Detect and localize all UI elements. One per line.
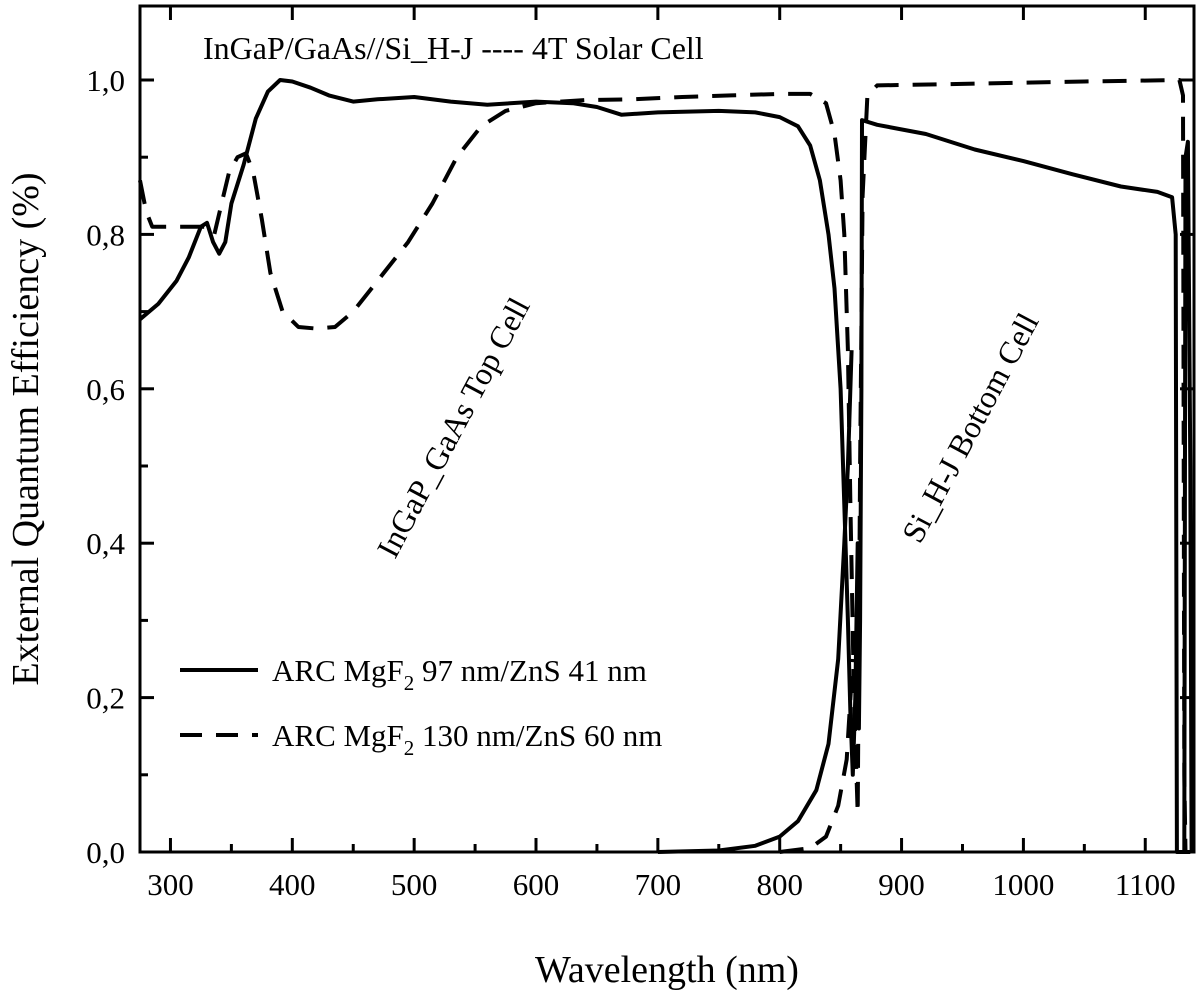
y-tick-label-2: 0,4 (86, 526, 125, 561)
legend: ARC MgF2 97 nm/ZnS 41 nm ARC MgF2 130 nm… (180, 653, 662, 760)
x-tick-label-1000: 1000 (992, 867, 1054, 902)
x-tick-label-1100: 1100 (1115, 867, 1176, 902)
legend-label-dashed-suffix: 130 nm/ZnS 60 nm (414, 718, 662, 753)
x-tick-label-900: 900 (878, 867, 925, 902)
y-ticks: 0,0 0,2 0,4 0,6 0,8 1,0 (86, 63, 1194, 870)
legend-label-solid-sub: 2 (404, 671, 415, 695)
y-tick-label-5: 1,0 (86, 63, 125, 98)
x-tick-label-400: 400 (269, 867, 316, 902)
series-line-4 (1182, 139, 1194, 853)
legend-label-dashed: ARC MgF2 130 nm/ZnS 60 nm (272, 718, 662, 760)
x-tick-label-300: 300 (147, 867, 194, 902)
y-tick-label-1: 0,2 (86, 681, 125, 716)
legend-label-solid: ARC MgF2 97 nm/ZnS 41 nm (272, 653, 647, 695)
top-cell-annotation: InGaP_GaAs Top Cell (369, 291, 536, 563)
x-tick-label-600: 600 (513, 867, 560, 902)
header-annotation: InGaP/GaAs//Si_H-J ---- 4T Solar Cell (203, 30, 704, 66)
series-line-1 (138, 78, 1191, 854)
x-axis-title: Wavelength (nm) (535, 949, 799, 991)
legend-label-solid-suffix: 97 nm/ZnS 41 nm (414, 653, 647, 688)
x-tick-label-700: 700 (635, 867, 682, 902)
legend-label-dashed-sub: 2 (404, 736, 415, 760)
legend-label-dashed-prefix: ARC MgF (272, 718, 404, 753)
y-tick-label-3: 0,6 (86, 372, 125, 407)
x-ticks: 300 400 500 600 700 800 900 1000 1100 (147, 6, 1176, 902)
y-tick-label-0: 0,0 (86, 835, 125, 870)
bottom-cell-annotation: Si_H-J Bottom Cell (894, 307, 1045, 548)
x-tick-label-500: 500 (391, 867, 438, 902)
legend-label-solid-prefix: ARC MgF (272, 653, 404, 688)
series-line-0 (138, 78, 1188, 854)
y-axis-title: External Quantum Efficiency (%) (5, 172, 47, 685)
x-tick-label-800: 800 (756, 867, 803, 902)
series-line-3 (779, 658, 855, 854)
series-line-2 (657, 350, 854, 854)
y-tick-label-4: 0,8 (86, 217, 125, 252)
